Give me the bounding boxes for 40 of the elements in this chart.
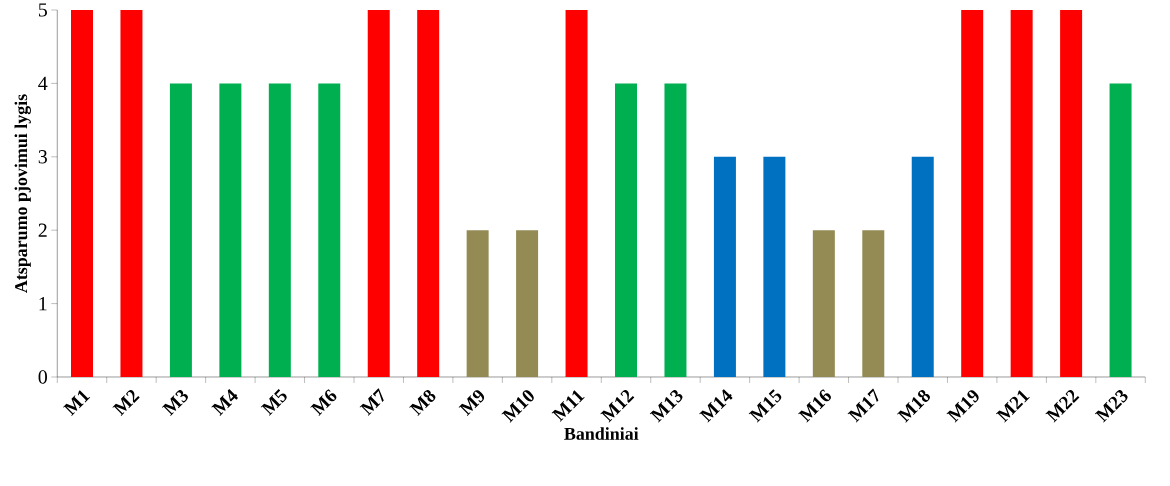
x-tick-label: M4 (211, 389, 239, 416)
x-tick-label: M11 (551, 390, 585, 422)
bar (961, 10, 984, 377)
bar (417, 10, 440, 377)
bar (1060, 10, 1083, 377)
bar (911, 156, 934, 377)
x-tick-label: M1 (62, 390, 91, 416)
x-tick-label: M5 (260, 389, 287, 416)
bar (763, 156, 786, 377)
bar (318, 83, 341, 377)
bar (516, 230, 539, 377)
x-tick-label: M7 (359, 388, 384, 416)
bar (120, 10, 143, 377)
bar (466, 230, 489, 377)
bar (268, 83, 291, 377)
x-tick-label: M3 (161, 390, 188, 416)
bar (1109, 83, 1132, 377)
bar (169, 83, 192, 377)
y-tick-label: 2 (38, 223, 47, 237)
y-tick-label: 5 (38, 3, 47, 17)
x-tick-label: M2 (112, 390, 140, 416)
x-axis-title: Bandiniai (564, 427, 639, 440)
x-tick-label: M8 (409, 389, 436, 416)
x-tick-label: M9 (458, 390, 485, 416)
bar (71, 10, 93, 377)
y-tick-label: 0 (38, 370, 47, 384)
y-tick-label: 4 (38, 76, 48, 90)
x-tick-label: M6 (310, 389, 337, 416)
bar (615, 83, 638, 377)
bar (713, 156, 736, 377)
bar (664, 83, 687, 377)
bar (565, 10, 588, 377)
bar (1010, 10, 1033, 377)
bar (219, 83, 242, 377)
bar (862, 230, 885, 377)
y-axis-title: Atsparumo pjovimui lygis (14, 94, 31, 293)
y-tick-label: 3 (38, 150, 47, 164)
bar (812, 230, 835, 377)
y-tick-label: 1 (39, 297, 47, 311)
bar (367, 10, 390, 377)
